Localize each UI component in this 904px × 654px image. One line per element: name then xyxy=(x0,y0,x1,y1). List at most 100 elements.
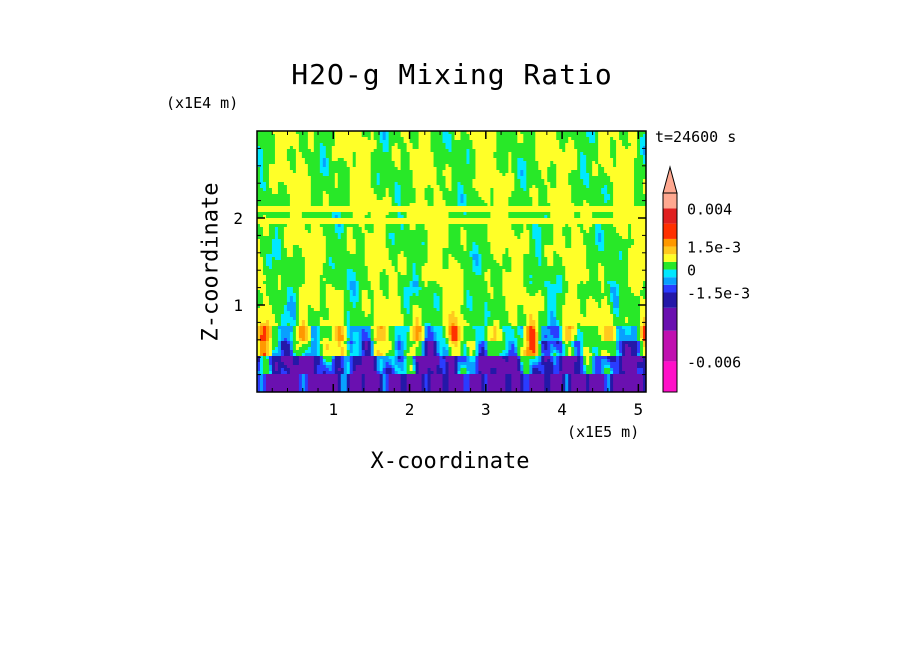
contour-cell xyxy=(427,380,431,384)
contour-cell xyxy=(448,344,455,348)
contour-cell xyxy=(556,305,563,309)
contour-cell xyxy=(289,332,294,336)
contour-cell xyxy=(616,290,620,294)
contour-cell xyxy=(343,371,348,375)
contour-cell xyxy=(460,353,464,357)
contour-cell xyxy=(586,131,596,135)
contour-cell xyxy=(562,338,566,342)
contour-cell xyxy=(631,353,638,357)
contour-cell xyxy=(535,137,557,141)
contour-cell xyxy=(421,272,464,276)
contour-cell xyxy=(523,365,530,369)
contour-cell xyxy=(325,254,366,258)
contour-cell xyxy=(637,152,641,156)
contour-cell xyxy=(436,293,443,297)
contour-cell xyxy=(556,341,560,345)
contour-cell xyxy=(520,389,524,393)
contour-cell xyxy=(478,356,503,360)
contour-cell xyxy=(457,194,461,198)
contour-cell xyxy=(517,347,521,351)
contour-cell xyxy=(409,134,419,138)
contour-cell xyxy=(565,332,572,336)
contour-cell xyxy=(502,272,524,276)
contour-cell xyxy=(361,296,369,300)
contour-cell xyxy=(598,170,605,174)
contour-cell xyxy=(388,236,396,240)
contour-cell xyxy=(334,143,378,147)
contour-cell xyxy=(559,356,563,360)
contour-cell xyxy=(559,353,563,357)
contour-cell xyxy=(457,182,461,186)
contour-cell xyxy=(349,287,357,291)
contour-cell xyxy=(529,275,533,279)
contour-cell xyxy=(280,284,303,288)
contour-cell xyxy=(466,248,473,252)
contour-cell xyxy=(529,386,545,390)
contour-cell xyxy=(406,368,411,372)
contour-cell xyxy=(337,158,345,162)
contour-cell xyxy=(331,260,366,264)
contour-cell xyxy=(382,131,387,135)
contour-cell xyxy=(265,344,270,348)
contour-cell xyxy=(475,368,479,372)
contour-cell xyxy=(556,350,560,354)
contour-cell xyxy=(262,299,270,303)
contour-cell xyxy=(517,350,521,354)
contour-cell xyxy=(508,341,515,345)
contour-cell xyxy=(538,263,542,267)
contour-cell xyxy=(472,146,497,150)
contour-cell xyxy=(406,146,413,150)
contour-cell xyxy=(346,272,357,276)
contour-cell xyxy=(340,224,345,228)
contour-cell xyxy=(274,233,279,237)
contour-cell xyxy=(448,341,452,345)
contour-cell xyxy=(511,323,518,327)
contour-cell xyxy=(616,347,620,351)
contour-cell xyxy=(619,137,629,141)
contour-cell xyxy=(436,344,440,348)
contour-cell xyxy=(442,260,449,264)
contour-cell xyxy=(457,323,470,327)
contour-cell xyxy=(520,368,524,372)
contour-cell xyxy=(325,278,348,282)
contour-cell xyxy=(376,371,381,375)
contour-cell xyxy=(394,188,402,192)
contour-cell xyxy=(382,371,387,375)
contour-cell xyxy=(412,146,419,150)
contour-cell xyxy=(421,338,425,342)
contour-cell xyxy=(475,272,482,276)
contour-cell xyxy=(475,167,497,171)
contour-cell xyxy=(589,182,614,186)
contour-cell xyxy=(421,314,443,318)
contour-cell xyxy=(529,332,536,336)
contour-cell xyxy=(556,308,563,312)
contour-cell xyxy=(472,299,506,303)
contour-cell xyxy=(586,164,593,168)
contour-cell xyxy=(257,332,261,336)
contour-cell xyxy=(439,296,443,300)
contour-cell xyxy=(577,338,584,342)
contour-cell xyxy=(418,140,431,144)
contour-cell xyxy=(514,350,518,354)
contour-cell xyxy=(643,191,647,195)
contour-cell xyxy=(361,374,366,378)
contour-cell xyxy=(613,224,629,228)
contour-cell xyxy=(526,170,542,174)
contour-cell xyxy=(565,245,572,249)
contour-cell xyxy=(562,356,578,360)
contour-cell xyxy=(259,341,267,345)
contour-cell xyxy=(448,257,455,261)
contour-cell xyxy=(349,311,366,315)
contour-cell xyxy=(466,200,485,204)
contour-cell xyxy=(358,353,363,357)
contour-cell xyxy=(373,350,378,354)
contour-cell xyxy=(619,341,623,345)
contour-cell xyxy=(523,374,530,378)
contour-cell xyxy=(274,134,300,138)
contour-cell xyxy=(397,146,408,150)
contour-cell xyxy=(571,236,584,240)
contour-cell xyxy=(412,332,416,336)
contour-cell xyxy=(466,341,476,345)
contour-cell xyxy=(544,353,551,357)
colorbar-tick-label: -0.006 xyxy=(687,353,741,371)
